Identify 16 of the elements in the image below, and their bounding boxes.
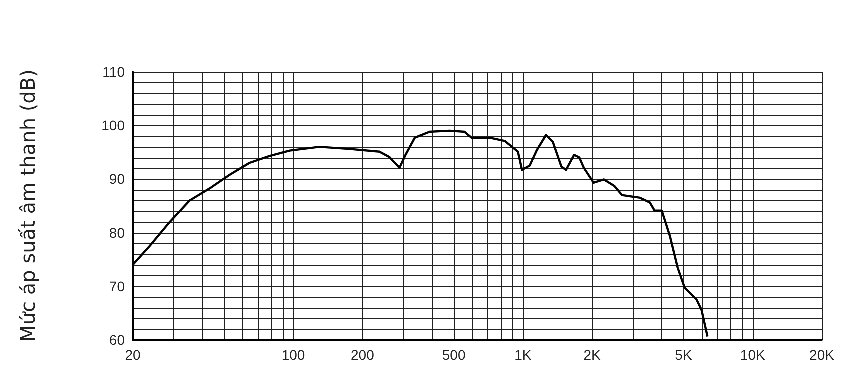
x-tick-label: 500 [442,347,466,363]
y-tick-label: 110 [102,64,126,80]
y-tick-label: 80 [109,224,126,241]
x-tick-label: 200 [350,347,375,363]
y-tick-label: 60 [109,332,126,348]
x-tick-label: 20 [125,347,141,363]
x-tick-label: 100 [282,347,306,363]
x-tick-label: 5K [675,347,693,363]
x-tick-label: 20K [810,347,836,363]
x-tick-label: 10K [740,347,766,363]
y-axis-title: Mức áp suất âm thanh (dB) [16,70,40,342]
y-tick-label: 100 [102,118,126,134]
x-tick-label: 2K [584,347,602,363]
y-tick-label: 70 [109,278,126,294]
x-tick-label: 1K [514,347,532,363]
y-tick-label: 90 [109,171,126,188]
